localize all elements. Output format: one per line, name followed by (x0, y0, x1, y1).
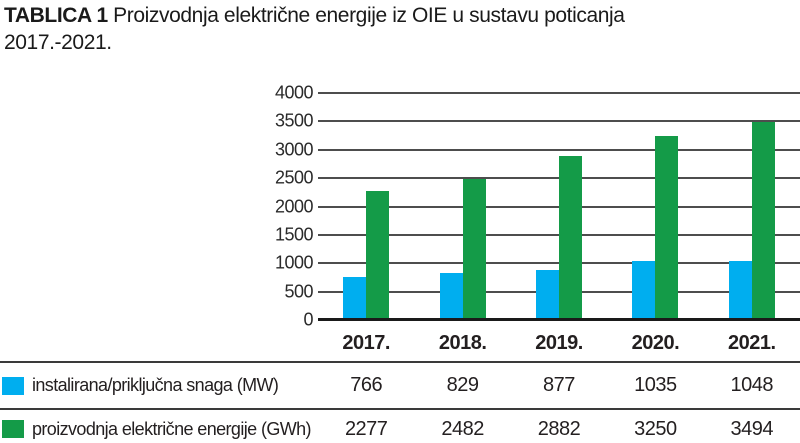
table-row: instalirana/priključna snaga (MW) 766 829 8… (0, 361, 800, 408)
bar-proizvodnja-2019 (559, 156, 583, 320)
y-axis: 0 500 1000 1500 2000 2500 3000 3500 4000 (240, 83, 314, 330)
bar-snaga-2020 (632, 261, 656, 320)
row-label: proizvodnja električne energije (GWh) (32, 418, 312, 439)
gridline-4000 (318, 92, 800, 94)
y-tick-label-1000: 1000 (274, 252, 314, 273)
x-axis-labels: 2017. 2018. 2019. 2020. 2021. (318, 325, 800, 361)
bar-group-2021 (704, 93, 800, 320)
plot-area (318, 92, 800, 321)
value-cell-2019-row1: 2882 (537, 417, 581, 440)
bar-group-2019 (511, 93, 607, 320)
bar-snaga-2018 (439, 272, 463, 320)
value-cell-2019-row0: 877 (543, 374, 575, 396)
y-tick-label-3000: 3000 (274, 139, 314, 160)
legend-swatch-proizvodnja (2, 420, 24, 438)
y-tick-label-2000: 2000 (274, 196, 314, 216)
value-cell-2020-row1: 3250 (634, 417, 677, 440)
y-tick-label-0: 0 (303, 309, 313, 330)
y-tick-label-4000: 4000 (274, 82, 314, 103)
gridline-1500 (318, 233, 800, 236)
table-number-label: TABLICA 1 (4, 4, 108, 27)
data-table: instalirana/priključna snaga (MW) 766 829 8… (0, 361, 800, 443)
bar-chart: 0 500 1000 1500 2000 2500 3000 3500 4000 2017. 20… (240, 83, 800, 354)
bar-group-2017 (318, 93, 414, 320)
legend-swatch-snaga (2, 376, 24, 395)
page-title: TABLICA 1 Proizvodnja električne energij… (4, 2, 796, 56)
bar-group-2018 (414, 93, 510, 320)
x-label-2018: 2018. (438, 331, 487, 354)
gridline-1000 (318, 262, 800, 265)
value-cell-2021-row1: 3494 (730, 417, 774, 440)
row-header: instalirana/priključna snaga (MW) (0, 375, 318, 396)
bar-proizvodnja-2017 (366, 190, 390, 320)
row-header: proizvodnja električne energije (GWh) (0, 419, 318, 440)
gridline-3500 (318, 120, 800, 123)
bar-snaga-2019 (536, 270, 560, 320)
x-label-2020: 2020. (631, 331, 680, 354)
y-tick-label-3500: 3500 (274, 110, 314, 131)
x-label-2019: 2019. (535, 331, 583, 354)
gridline-2500 (318, 177, 800, 180)
value-cell-2020-row0: 1035 (634, 374, 677, 396)
x-label-2021: 2021. (728, 331, 776, 354)
row-label: instalirana/priključna snaga (MW) (32, 375, 279, 395)
bar-snaga-2017 (343, 276, 367, 320)
value-cell-2017-row1: 2277 (344, 417, 388, 440)
bar-snaga-2021 (728, 260, 752, 320)
table-row: proizvodnja električne energije (GWh) 227… (0, 408, 800, 443)
y-tick-label-500: 500 (284, 281, 313, 302)
value-cell-2018-row0: 829 (446, 374, 479, 396)
bar-proizvodnja-2018 (462, 179, 486, 320)
title-text-line2: 2017.-2021. (4, 31, 112, 54)
value-cell-2021-row0: 1048 (730, 374, 774, 396)
title-text-line1: Proizvodnja električne energije iz OIE u… (113, 4, 625, 27)
bar-proizvodnja-2021 (751, 121, 775, 320)
y-tick-label-1500: 1500 (274, 224, 314, 245)
bar-proizvodnja-2020 (655, 135, 679, 320)
x-label-2017: 2017. (342, 331, 390, 354)
value-cell-2018-row1: 2482 (441, 417, 484, 440)
x-axis-line (318, 318, 800, 321)
bar-group-2020 (607, 93, 703, 320)
value-cell-2017-row0: 766 (350, 374, 383, 396)
bar-groups (318, 93, 800, 320)
y-tick-label-2500: 2500 (274, 167, 314, 188)
gridline-3000 (318, 148, 800, 151)
gridline-2000 (318, 205, 800, 208)
